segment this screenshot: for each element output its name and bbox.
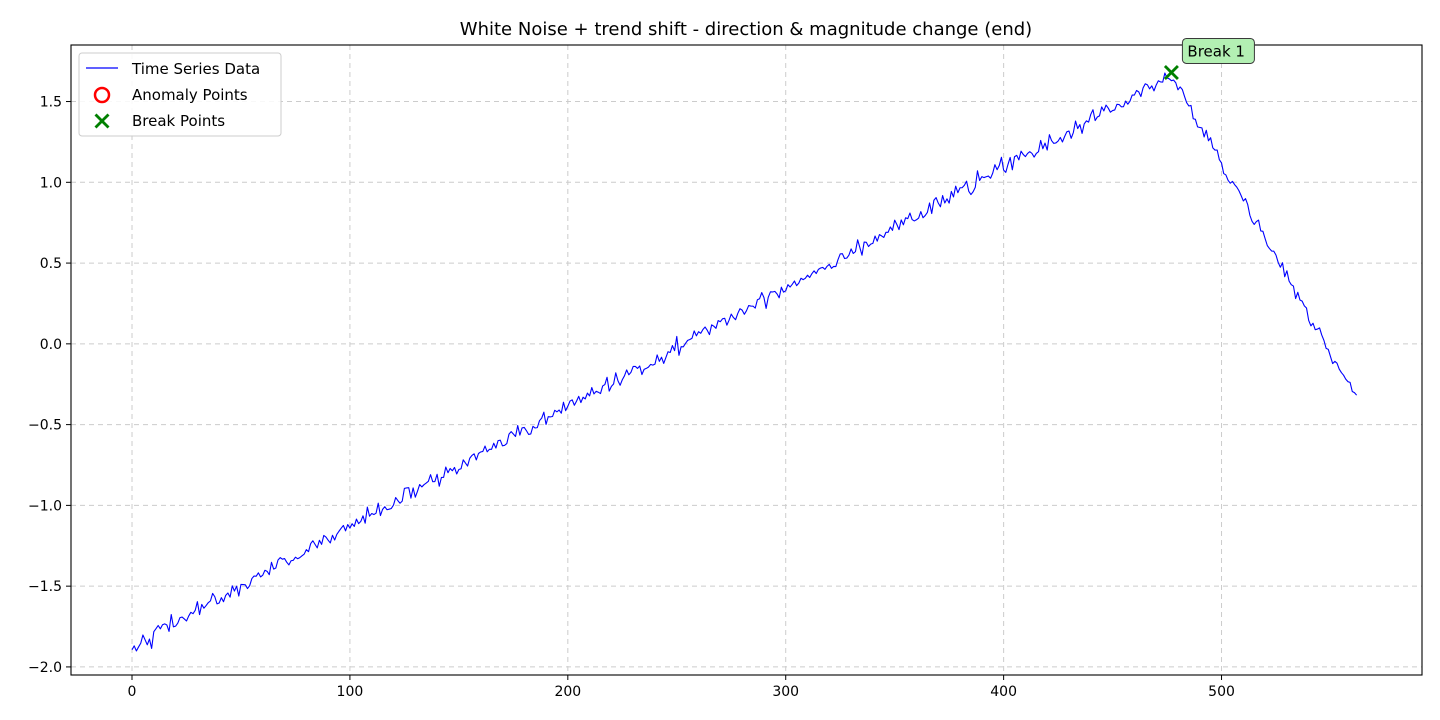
series-line-time-series-data <box>131 72 1358 652</box>
break-point-stroke <box>1163 64 1179 80</box>
y-tick-label: −1.0 <box>28 498 62 514</box>
axis-ticks: 0 100 200 300 400 500 −2.0 −1.5 −1.0 −0.5 0.0 0.5 1.… <box>28 95 1235 700</box>
x-tick-label: 100 <box>337 684 364 700</box>
break-annotation: Break 1 <box>1181 37 1255 64</box>
y-tick-label: −0.5 <box>28 418 62 434</box>
legend-item: Anomaly Points <box>93 86 248 104</box>
legend-item: Time Series Data <box>86 60 260 78</box>
grid <box>71 45 1422 675</box>
x-tick-label: 300 <box>772 684 799 700</box>
legend: Time Series Data Anomaly Points Break Poin… <box>78 52 282 137</box>
x-tick-label: 0 <box>128 684 137 700</box>
annotations: Break 1 <box>1181 37 1255 64</box>
legend-swatch-ring <box>93 86 111 104</box>
y-tick-label: 0.5 <box>40 256 62 272</box>
y-tick-label: 1.0 <box>40 175 62 191</box>
x-tick-label: 500 <box>1208 684 1235 700</box>
y-tick-label: −2.0 <box>28 660 62 676</box>
legend-label: Break Points <box>132 112 225 130</box>
series-layer <box>131 64 1358 652</box>
y-tick-label: −1.5 <box>28 579 62 595</box>
annotation-label: Break 1 <box>1187 42 1245 60</box>
legend-box <box>78 52 282 137</box>
x-tick-label: 200 <box>554 684 581 700</box>
chart-title: White Noise + trend shift - direction & … <box>460 19 1032 40</box>
y-tick-label: 0.0 <box>40 337 62 353</box>
break-point-marker <box>1163 64 1179 80</box>
y-tick-label: 1.5 <box>40 95 62 111</box>
x-tick-label: 400 <box>990 684 1017 700</box>
legend-label: Anomaly Points <box>132 86 248 104</box>
legend-swatch-x <box>94 113 110 129</box>
annotation-box <box>1181 37 1255 64</box>
legend-label: Time Series Data <box>131 60 260 78</box>
legend-item: Break Points <box>94 112 225 130</box>
plot-frame <box>70 44 1423 676</box>
